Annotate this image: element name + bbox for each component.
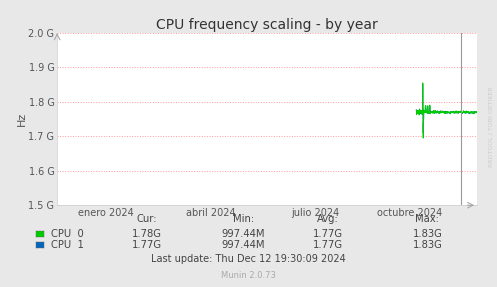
Text: 997.44M: 997.44M bbox=[222, 241, 265, 250]
Text: 1.77G: 1.77G bbox=[313, 241, 343, 250]
Text: Avg:: Avg: bbox=[317, 214, 339, 224]
Text: 1.77G: 1.77G bbox=[132, 241, 162, 250]
Text: 1.77G: 1.77G bbox=[313, 230, 343, 239]
Text: 1.83G: 1.83G bbox=[413, 241, 442, 250]
Text: CPU  0: CPU 0 bbox=[51, 230, 83, 239]
Text: 997.44M: 997.44M bbox=[222, 230, 265, 239]
Text: Max:: Max: bbox=[415, 214, 439, 224]
Text: Last update: Thu Dec 12 19:30:09 2024: Last update: Thu Dec 12 19:30:09 2024 bbox=[151, 254, 346, 264]
Text: Munin 2.0.73: Munin 2.0.73 bbox=[221, 272, 276, 280]
Text: CPU  1: CPU 1 bbox=[51, 241, 83, 250]
Text: Min:: Min: bbox=[233, 214, 254, 224]
Text: 1.78G: 1.78G bbox=[132, 230, 162, 239]
Title: CPU frequency scaling - by year: CPU frequency scaling - by year bbox=[156, 18, 378, 32]
Y-axis label: Hz: Hz bbox=[17, 112, 27, 126]
Text: RRDTOOL / TOBI OETIKER: RRDTOOL / TOBI OETIKER bbox=[489, 86, 494, 167]
Text: Cur:: Cur: bbox=[136, 214, 157, 224]
Text: 1.83G: 1.83G bbox=[413, 230, 442, 239]
